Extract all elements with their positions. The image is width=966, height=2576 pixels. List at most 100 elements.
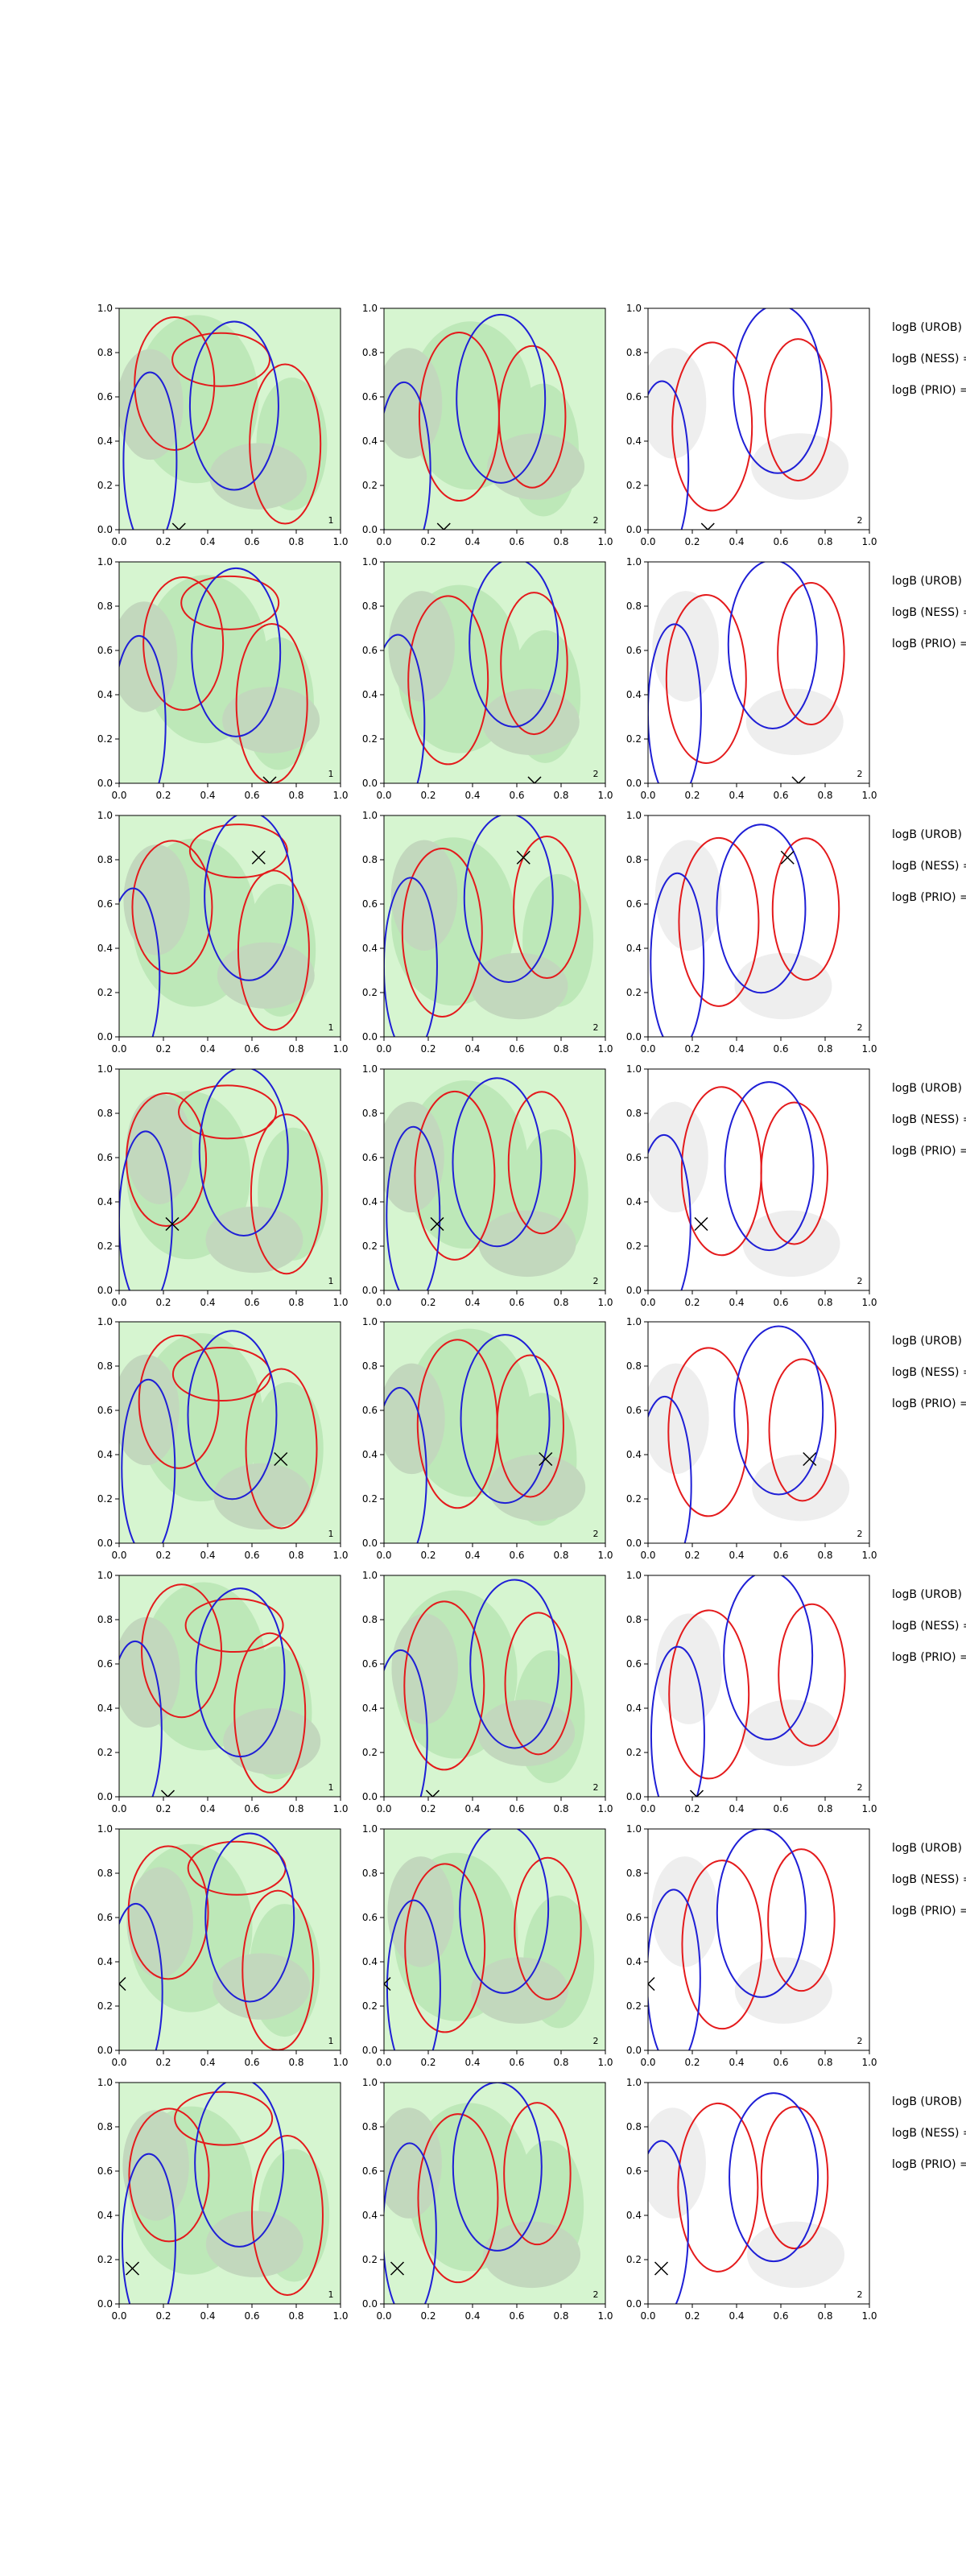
panel-r3-c3: 0.0 0.2 0.4 0.6 0.8 1.0 0.0 0.2 0.4 0.6 0.8 1.0 2 bbox=[626, 810, 877, 1055]
red-contour-3 bbox=[178, 1084, 278, 1140]
plot-area bbox=[119, 2083, 341, 2304]
blue-contour-1 bbox=[384, 2142, 437, 2304]
x-tick-label: 1.0 bbox=[597, 536, 613, 547]
x-tick-label: 0.4 bbox=[200, 1550, 215, 1561]
x-tick-label: 0.2 bbox=[420, 1297, 436, 1308]
panel-corner-label: 2 bbox=[857, 515, 863, 526]
red-contour-1 bbox=[665, 593, 747, 764]
panel-corner-label: 1 bbox=[328, 1782, 334, 1793]
blue-contour-2 bbox=[204, 815, 295, 981]
x-tick-label: 0.4 bbox=[729, 2310, 744, 2322]
y-tick-label: 1.0 bbox=[97, 303, 113, 314]
blue-contour-1 bbox=[119, 634, 167, 783]
grey-green-region-1 bbox=[119, 1354, 180, 1466]
x-tick-label: 0.2 bbox=[155, 790, 171, 801]
x-tick-label: 0.0 bbox=[111, 2057, 126, 2068]
y-tick-label: 0.2 bbox=[97, 733, 113, 745]
y-tick-label: 1.0 bbox=[626, 2077, 642, 2088]
y-tick-label: 0.8 bbox=[626, 1360, 642, 1372]
row-2: 0.0 0.2 0.4 0.6 0.8 1.00.00.20.40.60.81.010.0… bbox=[97, 556, 966, 801]
y-tick-label: 0.8 bbox=[97, 601, 113, 612]
x-tick-label: 1.0 bbox=[597, 2310, 613, 2322]
panel-corner-label: 2 bbox=[857, 2289, 863, 2300]
plot-area bbox=[648, 562, 869, 783]
x-tick-label: 0.2 bbox=[155, 536, 171, 547]
y-tick-label: 1.0 bbox=[97, 810, 113, 821]
x-tick-label: 0.8 bbox=[817, 2310, 832, 2322]
x-tick-label: 1.0 bbox=[861, 1043, 877, 1055]
y-tick-label: 0.8 bbox=[362, 1108, 378, 1119]
panel-corner-label: 1 bbox=[328, 2289, 334, 2300]
blue-contour-2 bbox=[188, 320, 279, 491]
x-tick-label: 0.2 bbox=[684, 1803, 700, 1814]
row-side-label: logB (UROB) = bbox=[892, 1335, 966, 1348]
panel-corner-label: 1 bbox=[328, 2036, 334, 2046]
panel-r1-c3: 0.0 0.2 0.4 0.6 0.8 1.0 0.0 0.2 0.4 0.6 0.8 1.0 2 bbox=[626, 303, 877, 547]
y-tick-label: 0.6 bbox=[362, 2165, 378, 2177]
row-8: 0.0 0.2 0.4 0.6 0.8 1.00.00.20.40.60.81.010.0… bbox=[97, 2077, 966, 2322]
x-tick-label: 0.0 bbox=[640, 1297, 655, 1308]
x-tick-label: 1.0 bbox=[597, 1550, 613, 1561]
row-side-label: logB (UROB) = bbox=[892, 321, 966, 334]
y-tick-label: 1.0 bbox=[97, 1823, 113, 1835]
x-tick-label: 0.6 bbox=[773, 2057, 788, 2068]
x-tick-label: 0.0 bbox=[640, 536, 655, 547]
y-tick-label: 0.4 bbox=[362, 2210, 378, 2221]
y-tick-label: 0.2 bbox=[626, 1493, 642, 1505]
red-contour-3 bbox=[174, 2091, 274, 2146]
x-tick-label: 0.0 bbox=[376, 790, 391, 801]
grey-green-region-1 bbox=[390, 840, 458, 952]
red-contour-1 bbox=[681, 1860, 763, 2030]
x-tick-label: 0.0 bbox=[640, 2057, 655, 2068]
panel-r4-c2: 0.0 0.2 0.4 0.6 0.8 1.0 0.0 0.2 0.4 0.6 0.8 1.0 2 bbox=[362, 1063, 613, 1308]
x-tick-label: 0.0 bbox=[640, 1803, 655, 1814]
y-tick-label: 0.4 bbox=[97, 1449, 113, 1460]
grey-green-region-1 bbox=[122, 2110, 189, 2221]
y-tick-label: 0.4 bbox=[97, 1956, 113, 1967]
panel-r3-c2: 0.0 0.2 0.4 0.6 0.8 1.0 0.0 0.2 0.4 0.6 0.8 1.0 2 bbox=[362, 810, 613, 1055]
x-tick-label: 1.0 bbox=[332, 536, 348, 547]
panel-r7-c3: 0.0 0.2 0.4 0.6 0.8 1.0 0.0 0.2 0.4 0.6 0.8 1.0 2 bbox=[626, 1823, 877, 2068]
x-tick-label: 0.6 bbox=[773, 1043, 788, 1055]
y-tick-label: 0.8 bbox=[362, 1614, 378, 1625]
x-tick-label: 0.4 bbox=[200, 1803, 215, 1814]
panel-r6-c3: 0.0 0.2 0.4 0.6 0.8 1.0 0.0 0.2 0.4 0.6 0.8 1.0 2 bbox=[626, 1570, 877, 1814]
x-tick-label: 0.0 bbox=[640, 790, 655, 801]
grey-green-region-1 bbox=[126, 1867, 193, 1978]
red-contour-3 bbox=[188, 824, 288, 879]
y-tick-label: 0.0 bbox=[97, 2045, 113, 2056]
x-tick-label: 0.4 bbox=[200, 1043, 215, 1055]
red-contour-2 bbox=[496, 1354, 564, 1498]
y-tick-label: 0.6 bbox=[362, 391, 378, 402]
panel-corner-label: 2 bbox=[857, 2036, 863, 2046]
x-tick-label: 0.6 bbox=[773, 1297, 788, 1308]
marker-x bbox=[251, 850, 266, 865]
plot-area bbox=[648, 2083, 869, 2304]
y-tick-label: 0.0 bbox=[626, 1791, 642, 1802]
panel-corner-label: 2 bbox=[593, 769, 599, 779]
x-tick-label: 0.4 bbox=[729, 1297, 744, 1308]
panel-corner-label: 1 bbox=[328, 1529, 334, 1539]
y-tick-label: 0.8 bbox=[362, 601, 378, 612]
row-side-label: logB (UROB) = bbox=[892, 575, 966, 588]
x-tick-label: 0.4 bbox=[464, 1550, 480, 1561]
panel-corner-label: 2 bbox=[593, 1529, 599, 1539]
x-tick-label: 0.8 bbox=[553, 2310, 568, 2322]
marker-x bbox=[436, 522, 451, 530]
row-side-label: logB (PRIO) = bbox=[892, 1397, 966, 1410]
row-side-label: logB (PRIO) = bbox=[892, 638, 966, 650]
row-side-label: logB (NESS) = bbox=[892, 1113, 966, 1126]
blue-contour-2 bbox=[194, 2083, 285, 2248]
marker-x bbox=[780, 850, 795, 865]
y-tick-label: 0.0 bbox=[362, 1538, 378, 1549]
grey-region-1 bbox=[648, 1101, 708, 1213]
panel-r6-c2: 0.0 0.2 0.4 0.6 0.8 1.0 0.0 0.2 0.4 0.6 0.8 1.0 2 bbox=[362, 1570, 613, 1814]
x-tick-label: 1.0 bbox=[861, 1550, 877, 1561]
y-tick-label: 0.4 bbox=[362, 689, 378, 700]
y-tick-label: 0.8 bbox=[97, 1108, 113, 1119]
blue-contour-1 bbox=[648, 1133, 691, 1290]
y-tick-label: 0.6 bbox=[362, 1912, 378, 1923]
panel-r5-c1: 0.0 0.2 0.4 0.6 0.8 1.0 0.0 0.2 0.4 0.6 0.8 1.0 1 bbox=[97, 1316, 349, 1561]
red-contour-3 bbox=[184, 1598, 284, 1653]
blue-contour-2 bbox=[729, 2092, 819, 2263]
